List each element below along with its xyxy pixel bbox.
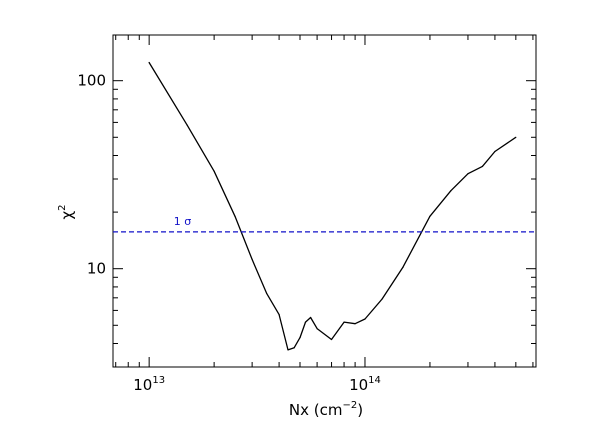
x-tick-base: 10 xyxy=(349,376,368,394)
one-sigma-label: 1 σ xyxy=(174,215,191,228)
data-point xyxy=(481,165,483,167)
data-point xyxy=(310,316,312,319)
y-tick-label: 10 xyxy=(87,260,106,278)
y-axis-ticks: 10 100 xyxy=(77,72,536,368)
y-axis-title: χ2 xyxy=(57,204,76,219)
x-tick-exponent: 14 xyxy=(368,375,381,386)
data-point xyxy=(330,338,333,341)
data-point xyxy=(287,349,289,351)
data-point xyxy=(213,170,215,172)
data-point xyxy=(402,266,404,268)
data-point xyxy=(186,124,188,126)
x-tick-base: 10 xyxy=(133,376,152,394)
series-layer xyxy=(148,61,517,351)
data-point xyxy=(148,61,150,64)
data-point xyxy=(316,328,318,330)
data-point xyxy=(293,347,295,349)
data-point xyxy=(381,298,383,300)
plot-frame xyxy=(112,34,537,368)
x-axis-title-main: Nx (cm xyxy=(289,401,343,419)
chi-square-curve xyxy=(148,62,517,351)
x-axis-title-exponent: −2 xyxy=(342,400,357,411)
data-point xyxy=(467,173,469,175)
data-point xyxy=(299,337,301,339)
data-point xyxy=(494,150,496,153)
data-point xyxy=(278,314,280,316)
data-point xyxy=(343,321,345,323)
y-axis-title-main: χ xyxy=(58,211,76,220)
x-tick-exponent: 13 xyxy=(152,375,165,386)
data-point xyxy=(266,292,268,294)
data-point xyxy=(251,258,253,260)
data-point xyxy=(429,215,431,217)
data-point xyxy=(234,215,236,217)
data-point xyxy=(354,323,356,325)
y-axis-title-exponent: 2 xyxy=(57,204,68,210)
data-point xyxy=(364,318,366,320)
data-point xyxy=(515,136,517,138)
data-point xyxy=(450,190,452,192)
x-tick-label: 1013 xyxy=(133,375,165,394)
x-axis-ticks: 1013 1014 xyxy=(115,35,534,394)
y-tick-label: 100 xyxy=(77,72,106,90)
x-axis-title-suffix: ) xyxy=(357,401,363,419)
reference-layer: 1 σ xyxy=(113,215,536,233)
x-axis-title: Nx (cm−2) xyxy=(289,400,363,419)
x-tick-label: 1014 xyxy=(349,375,381,394)
data-point xyxy=(304,321,307,323)
